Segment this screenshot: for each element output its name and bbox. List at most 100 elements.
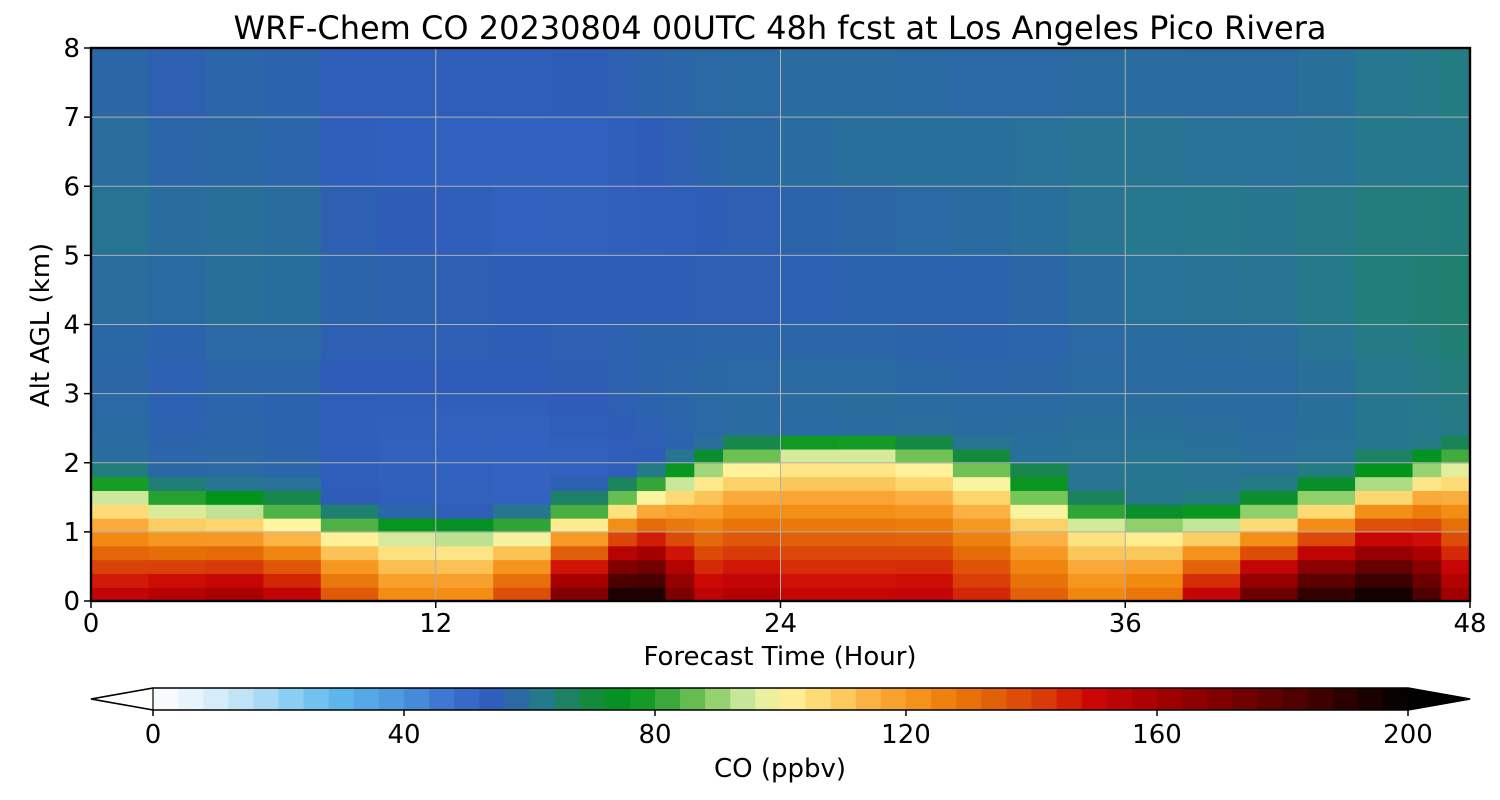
field-cell (435, 255, 494, 326)
field-cell (550, 117, 609, 187)
field-cell (320, 573, 379, 588)
field-cell (895, 518, 954, 533)
colorbar-segment (1031, 688, 1058, 710)
field-cell (780, 476, 839, 491)
field-cell (723, 117, 782, 187)
field-cell (435, 573, 494, 588)
field-cell (1355, 545, 1414, 561)
field-cell (780, 448, 839, 464)
colorbar-segment (830, 688, 857, 710)
field-cell (1010, 435, 1069, 450)
field-cell (694, 393, 724, 415)
field-cell (1182, 518, 1241, 533)
field-cell (320, 462, 379, 478)
field-cell (1240, 435, 1299, 450)
field-cell (91, 448, 150, 464)
colorbar-segment (855, 688, 882, 710)
y-tick-label: 6 (63, 172, 80, 202)
colorbar-segment (1382, 688, 1409, 710)
field-cell (895, 359, 954, 395)
field-cell (608, 186, 638, 256)
field-cell (320, 504, 379, 519)
field-cell (780, 573, 839, 588)
field-cell (493, 393, 552, 415)
field-cell (1240, 117, 1299, 187)
field-cell (1010, 504, 1069, 519)
field-cell (1125, 559, 1184, 574)
colorbar-segment (1307, 688, 1334, 710)
field-cell (205, 359, 264, 395)
field-cell (320, 255, 379, 326)
field-cell (780, 255, 839, 326)
field-cell (91, 414, 150, 436)
y-tick-label: 4 (63, 311, 80, 341)
field-cell (636, 559, 667, 574)
field-cell (1441, 531, 1470, 547)
field-cell (378, 255, 437, 326)
field-cell (1067, 414, 1126, 436)
field-cell (608, 448, 638, 464)
field-cell (1240, 448, 1299, 464)
field-cell (1182, 545, 1241, 561)
field-cell (1297, 117, 1356, 187)
field-cell (694, 359, 724, 395)
field-cell (1441, 255, 1470, 326)
field-cell (148, 393, 207, 415)
field-cell (665, 435, 695, 450)
field-cell (952, 393, 1011, 415)
field-cell (723, 359, 782, 395)
field-cell (723, 255, 782, 326)
field-cell (636, 518, 667, 533)
field-cell (723, 490, 782, 505)
field-cell (378, 559, 437, 574)
field-cell (320, 545, 379, 561)
field-cell (895, 559, 954, 574)
field-cell (320, 359, 379, 395)
field-cell (91, 48, 150, 118)
field-cell (148, 545, 207, 561)
colorbar-tick-label: 0 (145, 720, 162, 750)
field-cell (378, 573, 437, 588)
field-cell (378, 531, 437, 547)
field-cell (895, 573, 954, 588)
field-cell (1067, 531, 1126, 547)
field-cell (205, 587, 264, 601)
field-cell (665, 518, 695, 533)
field-cell (1441, 117, 1470, 187)
field-cell (550, 435, 609, 450)
field-cell (205, 448, 264, 464)
field-cell (1412, 504, 1442, 519)
field-cell (608, 414, 638, 436)
colorbar-segment (931, 688, 957, 710)
field-cell (1355, 573, 1414, 588)
field-cell (263, 559, 322, 574)
field-cell (205, 490, 264, 505)
colorbar-segment (1106, 688, 1133, 710)
colorbar-segment (1006, 688, 1032, 710)
field-cell (263, 476, 322, 491)
field-cell (435, 186, 494, 256)
field-cell (378, 393, 437, 415)
field-cell (148, 490, 207, 505)
field-cell (895, 545, 954, 561)
field-cell (148, 573, 207, 588)
field-cell (608, 359, 638, 395)
field-cell (378, 414, 437, 436)
field-cell (694, 414, 724, 436)
field-cell (895, 531, 954, 547)
field-cell (205, 559, 264, 574)
field-cell (1125, 359, 1184, 395)
field-cell (636, 435, 667, 450)
colorbar-extend-low (90, 687, 154, 711)
field-cell (694, 435, 724, 450)
colorbar-segment (178, 688, 204, 710)
field-cell (1240, 531, 1299, 547)
field-cell (1412, 587, 1442, 601)
colorbar-segment (1332, 688, 1359, 710)
colorbar-segment (228, 688, 254, 710)
field-cell (263, 504, 322, 519)
field-cell (694, 518, 724, 533)
field-cell (1182, 504, 1241, 519)
field-cell (1441, 435, 1470, 450)
field-cell (320, 531, 379, 547)
